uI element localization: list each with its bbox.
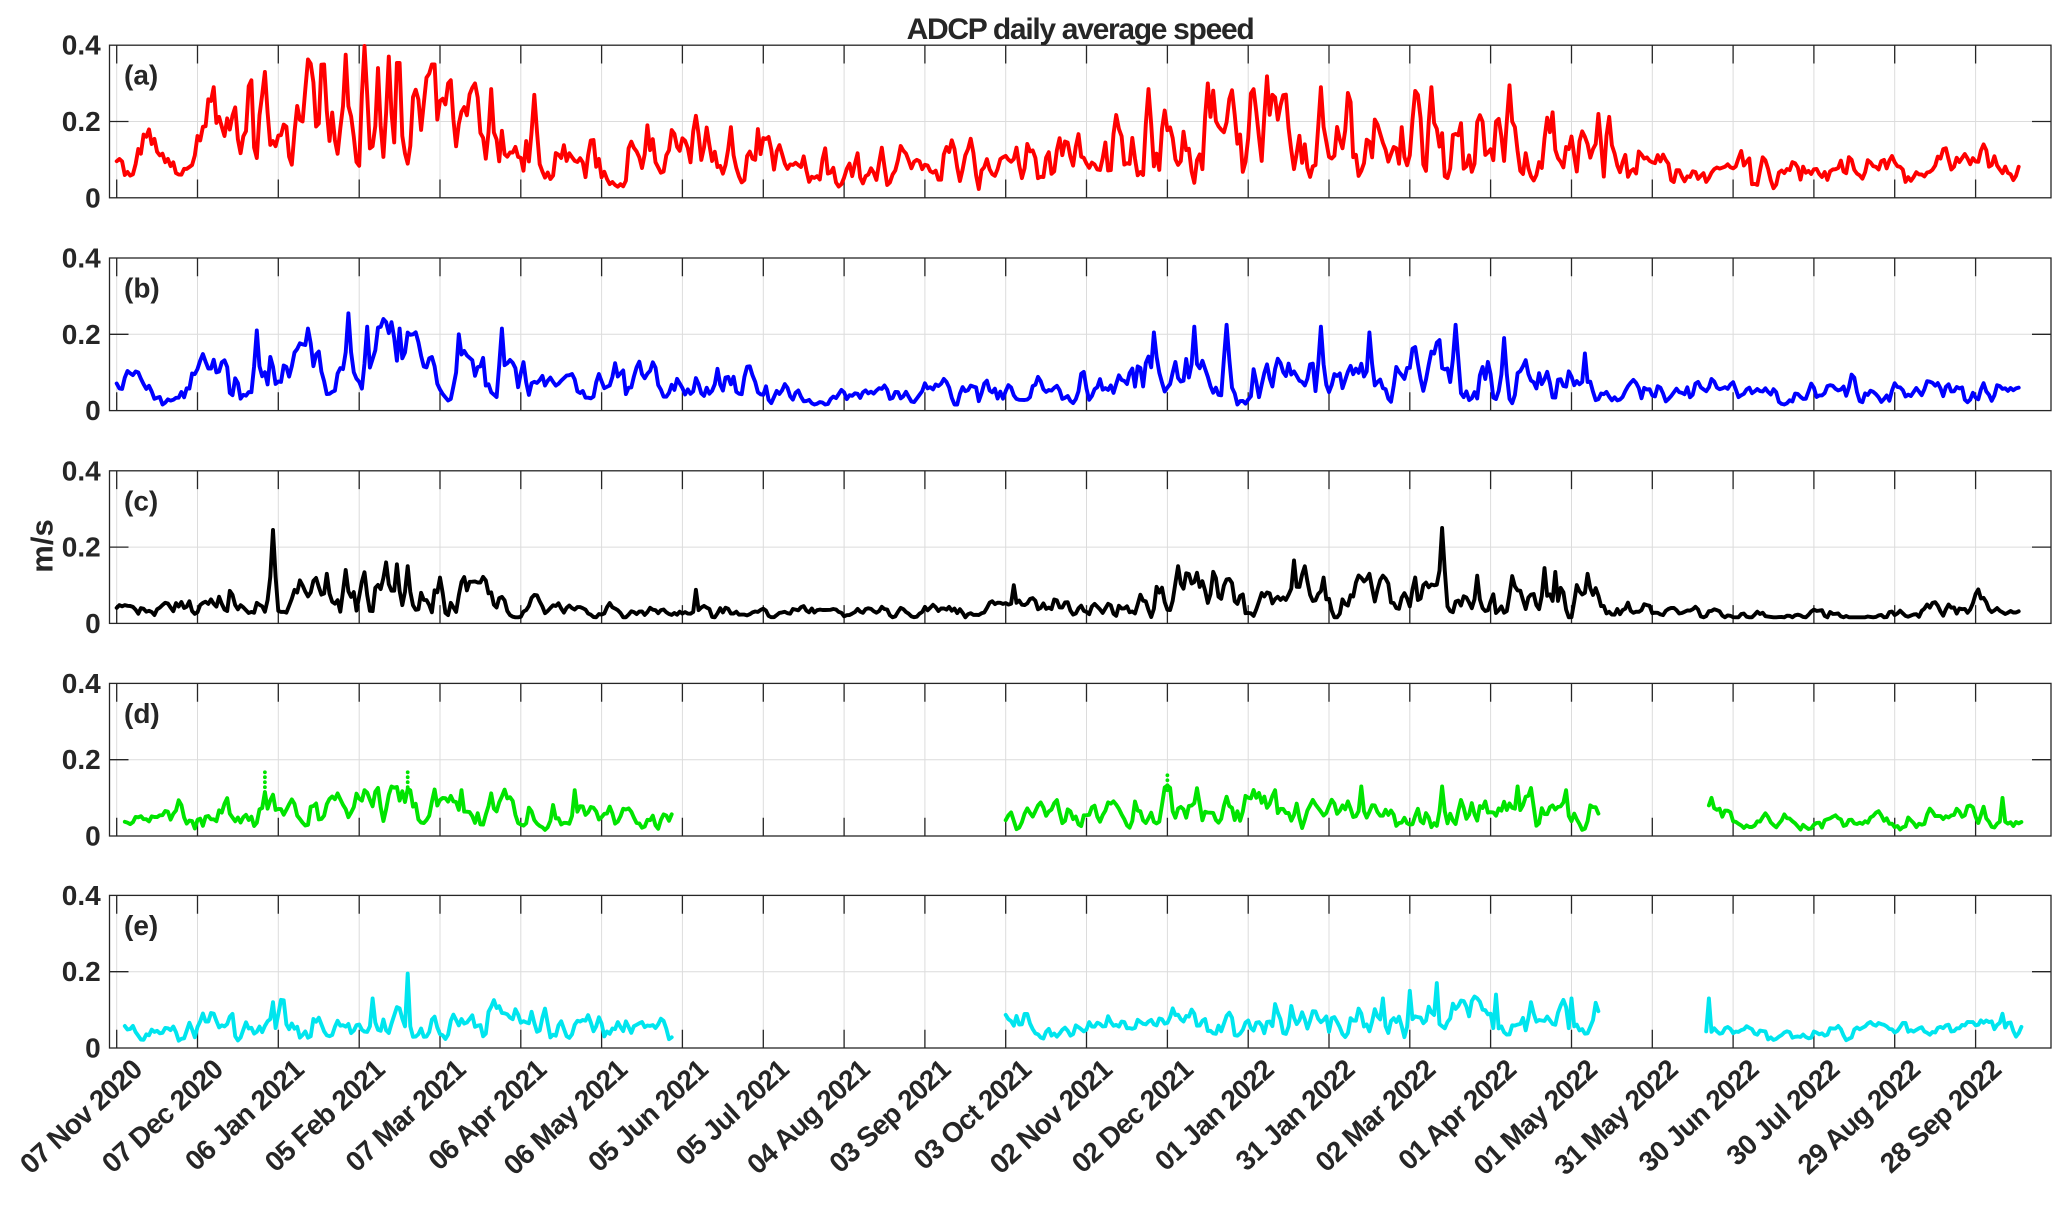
svg-text:0.4: 0.4 (62, 243, 101, 274)
svg-text:0.2: 0.2 (62, 319, 101, 350)
svg-text:0.4: 0.4 (62, 880, 101, 911)
svg-text:(c): (c) (124, 485, 158, 516)
svg-text:0.2: 0.2 (62, 106, 101, 137)
svg-text:0.4: 0.4 (62, 668, 101, 699)
svg-text:0.2: 0.2 (62, 956, 101, 987)
svg-text:(b): (b) (124, 273, 160, 304)
svg-text:0.2: 0.2 (62, 532, 101, 563)
svg-text:0.4: 0.4 (62, 455, 101, 486)
svg-text:m/s: m/s (24, 519, 59, 572)
svg-text:0: 0 (85, 395, 101, 426)
svg-text:(e): (e) (124, 910, 158, 941)
svg-text:0: 0 (85, 821, 101, 852)
svg-text:(d): (d) (124, 698, 160, 729)
svg-text:0: 0 (85, 608, 101, 639)
svg-text:(a): (a) (124, 60, 158, 91)
svg-text:0.4: 0.4 (62, 30, 101, 61)
svg-text:0: 0 (85, 182, 101, 213)
svg-text:0: 0 (85, 1033, 101, 1064)
svg-text:ADCP daily average speed: ADCP daily average speed (907, 13, 1254, 46)
svg-text:0.2: 0.2 (62, 744, 101, 775)
